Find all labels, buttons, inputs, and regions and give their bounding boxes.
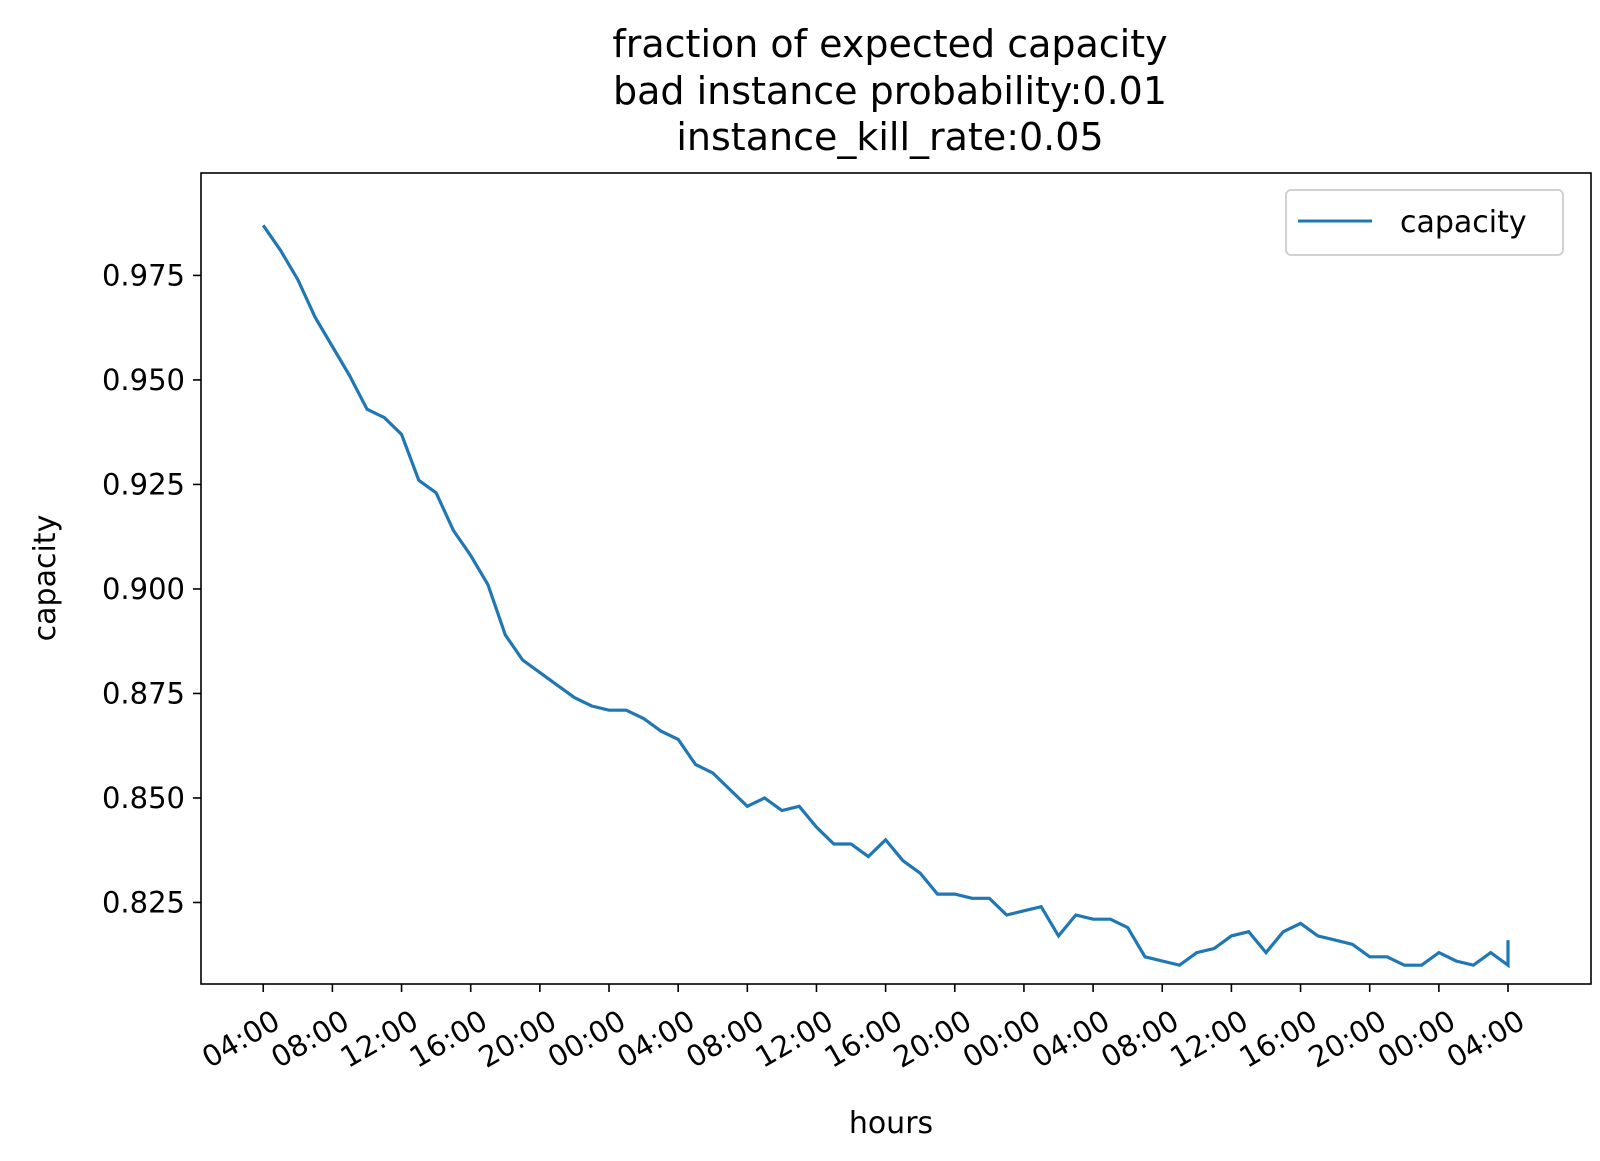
x-axis-label: hours <box>849 1106 933 1141</box>
y-axis-label: capacity <box>28 515 63 642</box>
chart-title-line-3: instance_kill_rate:0.05 <box>676 115 1103 159</box>
y-tick-label: 0.925 <box>102 467 185 501</box>
y-tick-label: 0.875 <box>102 676 185 710</box>
y-tick-label: 0.825 <box>102 885 185 919</box>
legend-label-capacity: capacity <box>1400 205 1527 240</box>
chart-title-line-2: bad instance probability:0.01 <box>613 69 1167 113</box>
y-tick-label: 0.950 <box>102 363 185 397</box>
series-line-capacity <box>261 224 1510 969</box>
chart-title: fraction of expected capacity bad instan… <box>612 22 1167 159</box>
y-tick-label: 0.850 <box>102 781 185 815</box>
axes-frame <box>200 172 1592 985</box>
chart-title-line-1: fraction of expected capacity <box>612 22 1167 66</box>
legend: capacity <box>1285 189 1564 256</box>
y-tick-label: 0.900 <box>102 572 185 606</box>
legend-box <box>1285 189 1564 256</box>
y-tick-label: 0.975 <box>102 258 185 292</box>
